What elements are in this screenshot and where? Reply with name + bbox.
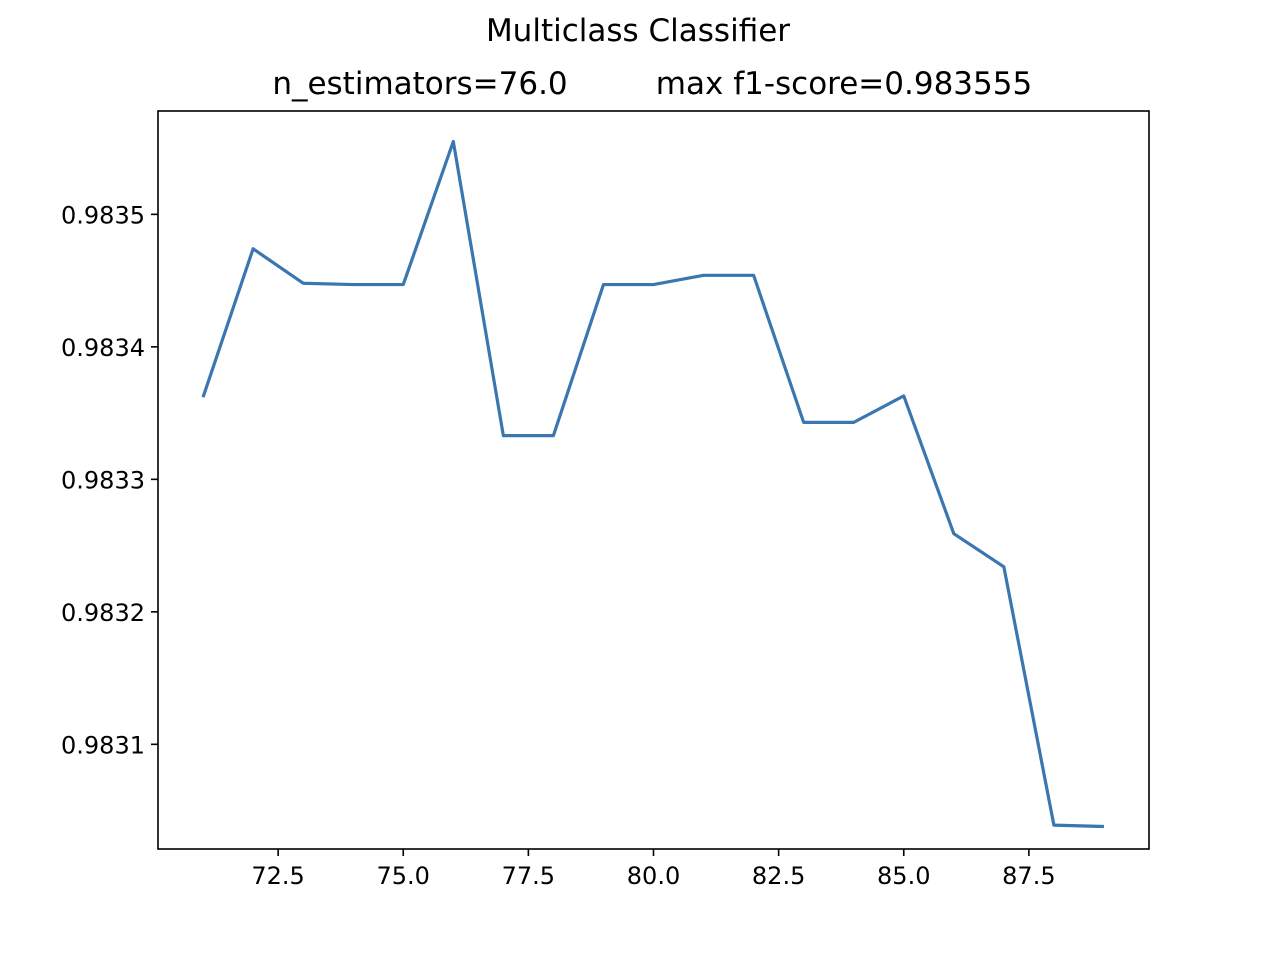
chart-subtitle-right: max f1-score=0.983555 <box>656 66 1032 102</box>
x-tick-label: 72.5 <box>251 862 304 890</box>
y-axis: 0.9831 0.9832 0.9833 0.9834 0.9835 <box>61 201 158 759</box>
x-tick-label: 87.5 <box>1002 862 1055 890</box>
y-tick-label: 0.9833 <box>61 466 145 494</box>
y-tick-label: 0.9835 <box>61 201 145 229</box>
x-tick-label: 85.0 <box>877 862 930 890</box>
x-tick-label: 82.5 <box>752 862 805 890</box>
series-line <box>201 139 1104 829</box>
x-tick-label: 75.0 <box>377 862 430 890</box>
x-tick-label: 77.5 <box>502 862 555 890</box>
chart-suptitle: Multiclass Classifier <box>486 13 790 49</box>
series-layer <box>201 139 1104 829</box>
y-tick-label: 0.9832 <box>61 599 145 627</box>
x-tick-label: 80.0 <box>627 862 680 890</box>
y-tick-label: 0.9831 <box>61 731 145 759</box>
x-axis: 72.5 75.0 77.5 80.0 82.5 85.0 87.5 <box>251 849 1056 890</box>
chart-subtitle-left: n_estimators=76.0 <box>272 66 567 102</box>
plot-area: 72.5 75.0 77.5 80.0 82.5 85.0 87.5 0.98310.983… <box>61 110 1150 890</box>
y-tick-label: 0.9834 <box>61 334 145 362</box>
